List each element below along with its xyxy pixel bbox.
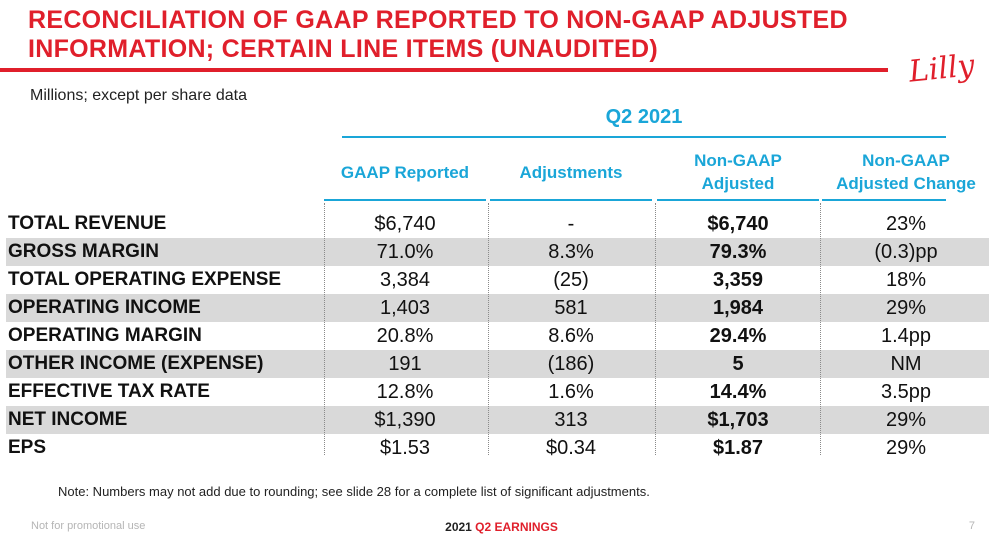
column-header-underline bbox=[490, 199, 652, 201]
column-header-gaap: GAAP Reported bbox=[324, 148, 486, 196]
column-separator bbox=[655, 203, 656, 455]
adjustment-value: (25) bbox=[553, 269, 589, 291]
nongaap-value: 5 bbox=[732, 353, 744, 375]
adjustment-value: 313 bbox=[554, 409, 588, 431]
adjustment-value: 581 bbox=[554, 297, 588, 319]
column-header-gaap-label: GAAP Reported bbox=[340, 162, 470, 182]
footnote: Note: Numbers may not add due to roundin… bbox=[58, 484, 650, 499]
gaap-value: 1,403 bbox=[379, 297, 431, 319]
lilly-logo-text: Lilly bbox=[906, 48, 977, 88]
column-header-nongaap-line-1: Non-GAAP bbox=[694, 151, 782, 170]
row-label: OPERATING INCOME bbox=[8, 297, 201, 318]
change-value: (0.3)pp bbox=[874, 241, 938, 263]
adjustment-value: 8.3% bbox=[548, 241, 594, 263]
gaap-value: $6,740 bbox=[374, 213, 436, 235]
slide-title: RECONCILIATION OF GAAP REPORTED TO NON-G… bbox=[28, 6, 908, 64]
slide-title-line-2: INFORMATION; CERTAIN LINE ITEMS (UNAUDIT… bbox=[28, 35, 658, 63]
row-label: NET INCOME bbox=[8, 409, 128, 430]
period-header: Q2 2021 bbox=[605, 106, 683, 128]
nongaap-value: 79.3% bbox=[709, 241, 767, 263]
nongaap-value: $1,703 bbox=[707, 409, 769, 431]
change-value: 18% bbox=[885, 269, 927, 291]
change-value: 29% bbox=[885, 409, 927, 431]
table-row: OTHER INCOME (EXPENSE) 191 (186) 5 NM bbox=[6, 350, 989, 378]
gaap-value: 191 bbox=[388, 353, 422, 375]
column-header-change: Non-GAAP Adjusted Change bbox=[822, 148, 990, 196]
adjustment-value: - bbox=[567, 213, 575, 235]
adjustment-value: $0.34 bbox=[545, 437, 597, 459]
row-label: GROSS MARGIN bbox=[8, 241, 159, 262]
row-label: TOTAL REVENUE bbox=[8, 213, 167, 234]
table-row: GROSS MARGIN 71.0% 8.3% 79.3% (0.3)pp bbox=[6, 238, 989, 266]
title-underline bbox=[0, 68, 888, 72]
column-header-change-line-1: Non-GAAP bbox=[862, 151, 950, 170]
table-row: EPS $1.53 $0.34 $1.87 29% bbox=[6, 434, 989, 462]
footer-title-year: 2021 bbox=[445, 520, 476, 534]
column-separator bbox=[324, 203, 325, 455]
change-value: 3.5pp bbox=[880, 381, 932, 403]
slide-title-line-1: RECONCILIATION OF GAAP REPORTED TO NON-G… bbox=[28, 6, 848, 34]
column-header-adjustments: Adjustments bbox=[490, 148, 652, 196]
nongaap-value: $6,740 bbox=[707, 213, 769, 235]
column-header-change-line-2: Adjusted Change bbox=[836, 174, 976, 193]
row-label: EPS bbox=[8, 437, 47, 458]
column-separator bbox=[488, 203, 489, 455]
row-label: TOTAL OPERATING EXPENSE bbox=[8, 269, 282, 290]
change-value: 29% bbox=[885, 297, 927, 319]
units-caption: Millions; except per share data bbox=[30, 87, 247, 104]
table-row: TOTAL REVENUE $6,740 - $6,740 23% bbox=[6, 210, 989, 238]
adjustment-value: (186) bbox=[547, 353, 595, 375]
footer-title-accent: Q2 EARNINGS bbox=[475, 520, 558, 534]
gaap-value: $1.53 bbox=[379, 437, 431, 459]
table-row: TOTAL OPERATING EXPENSE 3,384 (25) 3,359… bbox=[6, 266, 989, 294]
adjustment-value: 1.6% bbox=[548, 381, 594, 403]
nongaap-value: 29.4% bbox=[709, 325, 767, 347]
gaap-value: 20.8% bbox=[376, 325, 434, 347]
column-separator bbox=[820, 203, 821, 455]
table-row: NET INCOME $1,390 313 $1,703 29% bbox=[6, 406, 989, 434]
lilly-logo: Lilly bbox=[906, 48, 977, 88]
change-value: 1.4pp bbox=[880, 325, 932, 347]
gaap-value: 12.8% bbox=[376, 381, 434, 403]
table-row: OPERATING INCOME 1,403 581 1,984 29% bbox=[6, 294, 989, 322]
page-number: 7 bbox=[968, 520, 975, 532]
footer-title: 2021 Q2 EARNINGS bbox=[0, 520, 1003, 534]
change-value: 29% bbox=[885, 437, 927, 459]
column-header-nongaap-line-2: Adjusted bbox=[701, 174, 775, 193]
row-label: OTHER INCOME (EXPENSE) bbox=[8, 353, 264, 374]
column-header-nongaap: Non-GAAP Adjusted bbox=[657, 148, 819, 196]
gaap-value: 71.0% bbox=[376, 241, 434, 263]
change-value: 23% bbox=[885, 213, 927, 235]
column-header-adjustments-label: Adjustments bbox=[519, 162, 623, 182]
table-row: OPERATING MARGIN 20.8% 8.6% 29.4% 1.4pp bbox=[6, 322, 989, 350]
column-header-underline bbox=[657, 199, 819, 201]
footer-disclaimer: Not for promotional use bbox=[31, 520, 146, 532]
nongaap-value: $1.87 bbox=[712, 437, 764, 459]
nongaap-value: 14.4% bbox=[709, 381, 767, 403]
adjustment-value: 8.6% bbox=[548, 325, 594, 347]
table-row: EFFECTIVE TAX RATE 12.8% 1.6% 14.4% 3.5p… bbox=[6, 378, 989, 406]
row-label: OPERATING MARGIN bbox=[8, 325, 202, 346]
column-header-underline bbox=[822, 199, 946, 201]
nongaap-value: 1,984 bbox=[712, 297, 764, 319]
change-value: NM bbox=[890, 353, 922, 375]
gaap-value: $1,390 bbox=[374, 409, 436, 431]
row-label: EFFECTIVE TAX RATE bbox=[8, 381, 210, 402]
gaap-value: 3,384 bbox=[379, 269, 431, 291]
period-underline bbox=[342, 136, 946, 138]
column-header-underline bbox=[324, 199, 486, 201]
nongaap-value: 3,359 bbox=[712, 269, 764, 291]
